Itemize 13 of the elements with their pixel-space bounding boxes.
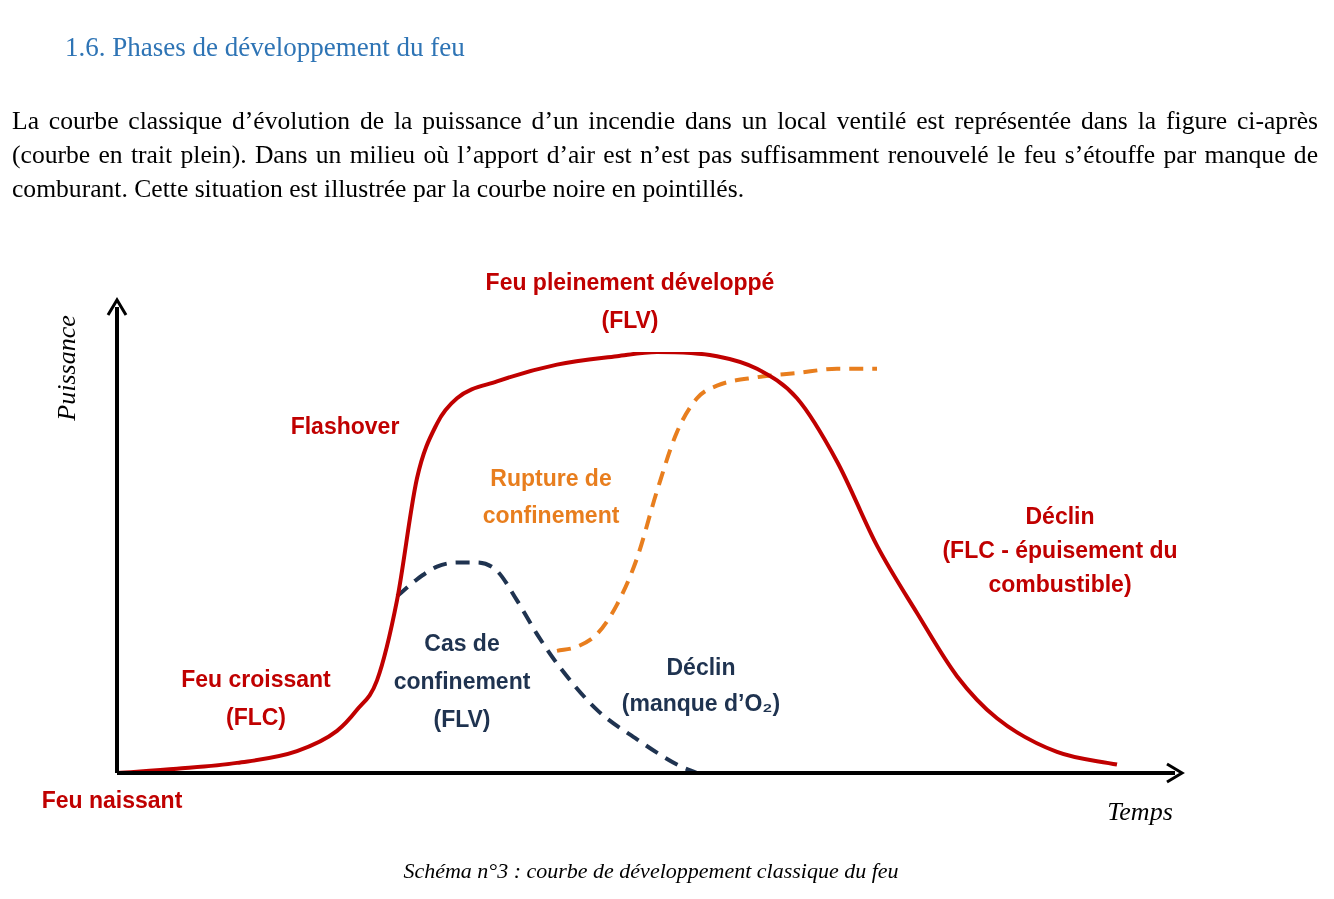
annotation: Rupture de confinement: [482, 465, 620, 529]
annotation: Déclin (manque d’O₂): [621, 654, 781, 717]
y-axis-title: Puissance: [51, 315, 81, 422]
text: Feu pleinement développé (FLV): [485, 269, 775, 334]
annotation: Cas de confinement (FLV): [393, 630, 531, 733]
chart-subtitle: La courbe classique d’évolution de la puissance d’un incendie dans un local ventilé est représentée dans la figure ci-après (courbe en trait plein). Dans un milieu où l’apport d’air est n’est pas suffisamment renouvelé le feu s’étouffe par manque de comburant. Cette situation est illustrée par la courbe noire en pointillés.: [12, 105, 1318, 205]
annotation: Déclin (FLC - épuisement du combustible): [942, 503, 1178, 598]
annotation: Feu croissant (FLC): [181, 666, 332, 731]
text: Feu naissant: [41, 787, 183, 814]
chart-title: 1.6. Phases de développement du feu: [65, 32, 465, 63]
annotation: Flashover: [290, 413, 400, 440]
text: Schéma n°3 : courbe de développement classique du feu: [402, 858, 900, 884]
x-axis-title: Temps: [1107, 796, 1173, 826]
